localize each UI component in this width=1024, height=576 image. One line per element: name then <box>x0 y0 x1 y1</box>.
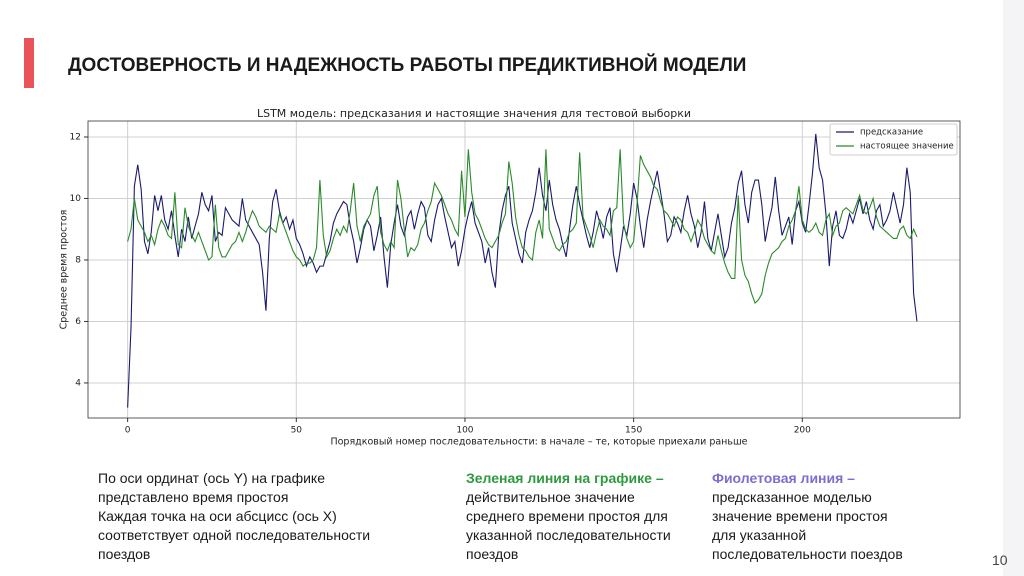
block-line: поездов <box>466 546 519 562</box>
block-line: для указанной <box>712 527 807 543</box>
text-block: Зеленая линия на графике – действительное… <box>466 469 671 564</box>
x-tick-label: 0 <box>125 426 131 436</box>
block-heading: Зеленая линия на графике – <box>466 470 664 486</box>
plot-frame <box>87 120 961 419</box>
text-block: Фиолетовая линия – предсказанное моделью з… <box>712 469 903 564</box>
chart: LSTM модель: предсказания и настоящие зн… <box>59 107 961 448</box>
block-line: представлено время простоя <box>98 489 289 505</box>
text-block: По оси ординат (ось Y) на графике предста… <box>98 469 370 564</box>
series-line <box>127 149 918 304</box>
edge-strip <box>1003 0 1024 576</box>
x-tick-label: 150 <box>625 426 642 436</box>
series-line <box>127 133 918 408</box>
block-line: предсказанное моделью <box>712 489 872 505</box>
chart-title: LSTM модель: предсказания и настоящие зн… <box>257 107 691 120</box>
block-line: поездов <box>98 546 151 562</box>
x-tick-label: 100 <box>456 426 473 436</box>
block-heading: Фиолетовая линия – <box>712 470 855 486</box>
y-tick-label: 12 <box>70 132 81 142</box>
block-line: значение времени простоя <box>712 508 888 524</box>
block-line: соответствует одной последовательности <box>98 527 371 543</box>
y-tick-label: 6 <box>75 317 81 327</box>
legend-label: предсказание <box>860 128 923 138</box>
y-tick-label: 10 <box>70 194 82 204</box>
slide-title: ДОСТОВЕРНОСТЬ И НАДЕЖНОСТЬ РАБОТЫ ПРЕДИК… <box>68 55 747 76</box>
block-line: среднего времени простоя для <box>466 508 668 524</box>
y-tick-label: 8 <box>75 255 81 265</box>
block-line: Каждая точка на оси абсцисс (ось X) <box>98 508 337 524</box>
page-number: 10 <box>992 552 1008 568</box>
y-axis-label: Среднее время простоя <box>59 210 70 330</box>
block-line: действительное значение <box>466 489 635 505</box>
y-tick-label: 4 <box>75 378 81 388</box>
block-line: По оси ординат (ось Y) на графике <box>98 470 326 486</box>
block-line: указанной последовательности <box>466 527 671 543</box>
legend-label: настоящее значение <box>860 142 954 152</box>
x-axis-label: Порядковый номер последовательности: в н… <box>330 437 747 448</box>
accent-bar <box>24 38 34 88</box>
x-tick-label: 200 <box>794 426 811 436</box>
legend-box <box>829 123 958 156</box>
x-tick-label: 50 <box>291 426 303 436</box>
block-line: последовательности поездов <box>712 546 903 562</box>
